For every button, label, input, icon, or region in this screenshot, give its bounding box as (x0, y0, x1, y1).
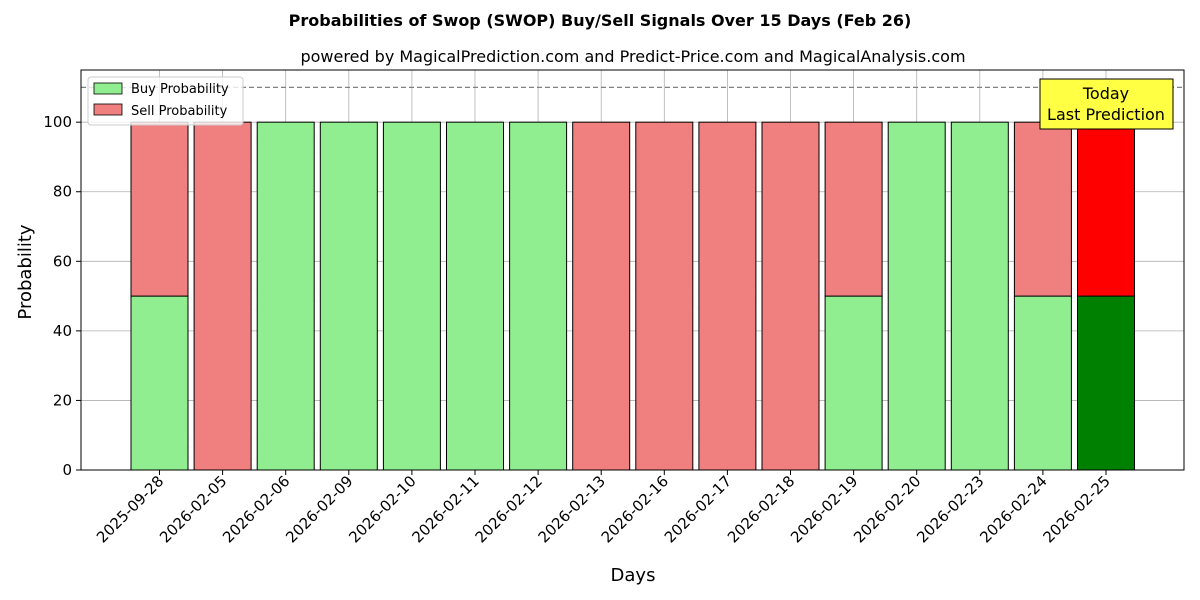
y-tick-label: 40 (53, 322, 72, 340)
x-tick-label: 2026-02-06 (219, 472, 293, 546)
x-tick-label: 2026-02-24 (976, 472, 1050, 546)
plot-frame (80, 69, 1185, 471)
today-annotation: Today Last Prediction (1039, 78, 1174, 130)
buy-bar (1013, 295, 1072, 471)
x-tick-label: 2026-02-25 (1039, 472, 1113, 546)
y-tick-label: 100 (43, 113, 72, 131)
legend-swatch-sell (93, 103, 123, 116)
legend-box (87, 76, 244, 126)
x-tick-label: 2026-02-05 (156, 472, 230, 546)
sell-bar (635, 121, 694, 471)
annotation-line-2: Last Prediction (1047, 105, 1165, 124)
x-axis: 2025-09-282026-02-052026-02-062026-02-09… (93, 470, 1114, 546)
x-axis-label: Days (611, 565, 656, 586)
sell-bar (193, 121, 252, 471)
legend-swatch-buy (93, 82, 123, 95)
legend-label-sell: Sell Probability (131, 104, 228, 119)
x-tick-label: 2026-02-17 (661, 472, 735, 546)
y-tick-label: 60 (53, 252, 72, 270)
annotation-line-1: Today (1082, 84, 1129, 103)
x-tick-label: 2026-02-11 (408, 472, 482, 546)
buy-bar (130, 295, 189, 471)
sell-bar (130, 121, 189, 297)
x-tick-label: 2026-02-23 (913, 472, 987, 546)
y-axis: 0 20 40 60 80 100 (43, 113, 81, 479)
buy-bar (1077, 295, 1135, 471)
buy-bar (509, 121, 568, 471)
chart-title: Probabilities of Swop (SWOP) Buy/Sell Si… (289, 11, 912, 30)
y-tick-label: 0 (62, 461, 72, 479)
sell-bar (761, 121, 820, 471)
x-tick-label: 2025-09-28 (93, 472, 167, 546)
y-axis-label: Probability (15, 224, 36, 319)
sell-bar (572, 121, 631, 471)
y-tick-label: 80 (53, 183, 72, 201)
buy-bar (256, 121, 315, 471)
x-tick-label: 2026-02-18 (724, 472, 798, 546)
chart-subtitle: powered by MagicalPrediction.com and Pre… (300, 47, 965, 66)
sell-bar (1077, 121, 1135, 297)
buy-bar (824, 295, 883, 471)
x-tick-label: 2026-02-16 (598, 472, 672, 546)
x-tick-label: 2026-02-09 (282, 472, 356, 546)
sell-bar (698, 121, 757, 471)
x-tick-label: 2026-02-19 (787, 472, 861, 546)
x-tick-label: 2026-02-13 (535, 472, 609, 546)
x-tick-label: 2026-02-20 (850, 472, 924, 546)
annotation-box (1039, 78, 1174, 130)
buy-bar (319, 121, 378, 471)
bars (130, 121, 1135, 471)
y-tick-label: 20 (53, 391, 72, 409)
x-tick-label: 2026-02-10 (345, 472, 419, 546)
buy-bar (887, 121, 946, 471)
sell-bar (824, 121, 883, 297)
x-tick-label: 2026-02-12 (472, 472, 546, 546)
buy-bar (446, 121, 504, 471)
buy-bar (950, 121, 1009, 471)
sell-bar (1013, 121, 1072, 297)
buy-bar (382, 121, 441, 471)
legend-label-buy: Buy Probability (131, 82, 229, 97)
legend: Buy Probability Sell Probability (87, 76, 244, 126)
